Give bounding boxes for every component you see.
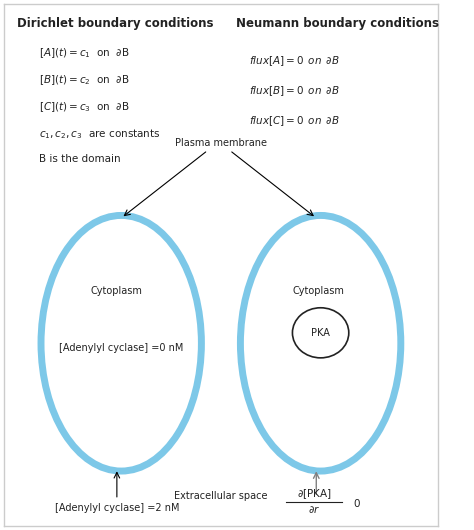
Text: $\partial$[PKA]: $\partial$[PKA] [297, 488, 331, 501]
Text: B is the domain: B is the domain [39, 154, 120, 164]
Text: $flux[B] = 0 \enspace on \enspace \partial$B: $flux[B] = 0 \enspace on \enspace \parti… [249, 84, 340, 98]
Text: Cytoplasm: Cytoplasm [91, 286, 143, 296]
Text: $[B](t) = c_2$  on  $\partial$B: $[B](t) = c_2$ on $\partial$B [39, 73, 129, 87]
Text: $[A](t) = c_1$  on  $\partial$B: $[A](t) = c_1$ on $\partial$B [39, 46, 129, 60]
Ellipse shape [292, 308, 349, 358]
Text: $\partial r$: $\partial r$ [308, 504, 320, 515]
Text: $flux[C] = 0 \enspace on \enspace \partial$B: $flux[C] = 0 \enspace on \enspace \parti… [249, 114, 340, 128]
Text: [Adenylyl cyclase] =0 nM: [Adenylyl cyclase] =0 nM [59, 343, 183, 354]
Text: $[C](t) = c_3$  on  $\partial$B: $[C](t) = c_3$ on $\partial$B [39, 100, 129, 114]
Text: $c_1, c_2, c_3$  are constants: $c_1, c_2, c_3$ are constants [39, 127, 160, 141]
Text: Neumann boundary conditions: Neumann boundary conditions [236, 17, 439, 30]
Text: PKA: PKA [311, 328, 330, 338]
Ellipse shape [240, 215, 401, 471]
Text: Extracellular space: Extracellular space [174, 491, 268, 500]
Text: 0: 0 [353, 499, 360, 509]
Text: Dirichlet boundary conditions: Dirichlet boundary conditions [17, 17, 214, 30]
Text: Cytoplasm: Cytoplasm [292, 286, 344, 296]
Text: Plasma membrane: Plasma membrane [175, 138, 267, 148]
Ellipse shape [41, 215, 201, 471]
Text: [Adenylyl cyclase] =2 nM: [Adenylyl cyclase] =2 nM [55, 504, 179, 514]
Text: $flux[A] = 0 \enspace on \enspace \partial$B: $flux[A] = 0 \enspace on \enspace \parti… [249, 54, 340, 67]
